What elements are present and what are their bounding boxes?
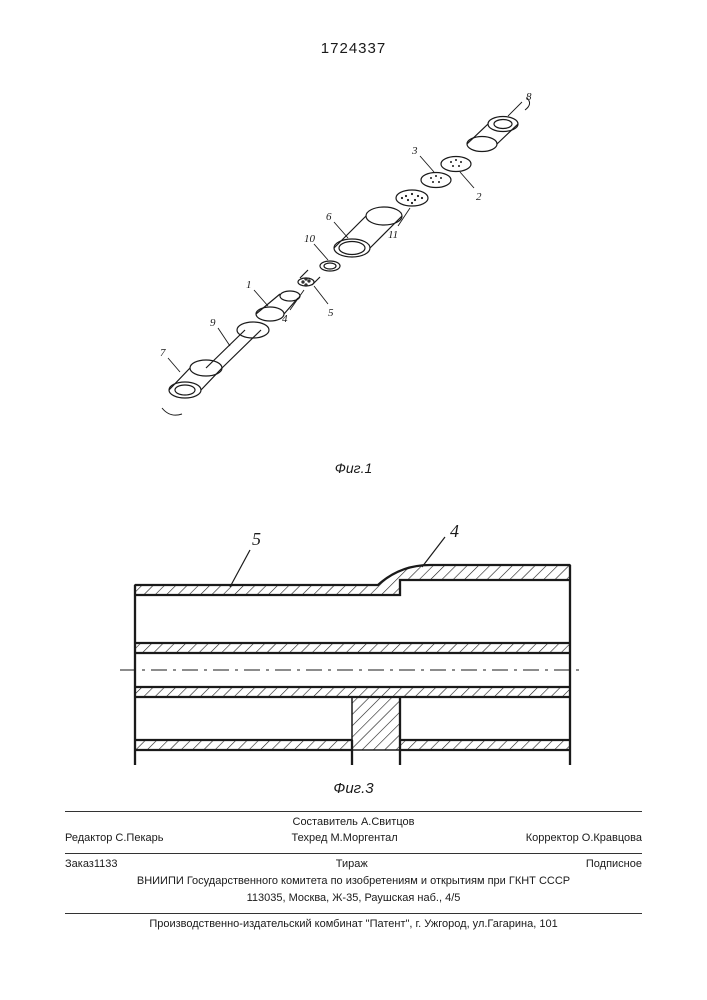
techred-label: Техред <box>292 832 328 844</box>
org-line: ВНИИПИ Государственного комитета по изоб… <box>65 874 642 890</box>
address2: Производственно-издательский комбинат "П… <box>65 917 642 933</box>
svg-text:4: 4 <box>282 313 288 325</box>
fig3-callout-5: 5 <box>252 529 261 549</box>
footer: Составитель А.Свитцов Редактор С.Пекарь … <box>65 805 642 933</box>
corrector-name: О.Кравцова <box>582 832 642 844</box>
techred-name: М.Моргентал <box>331 832 398 844</box>
svg-text:10: 10 <box>304 233 316 245</box>
tirage-label: Тираж <box>336 858 368 870</box>
svg-text:2: 2 <box>476 191 482 203</box>
editor-label: Редактор <box>65 832 112 844</box>
svg-text:11: 11 <box>388 229 398 241</box>
svg-text:6: 6 <box>326 211 332 223</box>
editor-name: С.Пекарь <box>115 832 163 844</box>
svg-text:5: 5 <box>328 307 334 319</box>
svg-text:8: 8 <box>526 91 532 103</box>
svg-text:1: 1 <box>246 279 252 291</box>
corrector-label: Корректор <box>526 832 579 844</box>
svg-text:3: 3 <box>411 145 418 157</box>
svg-text:9: 9 <box>210 317 216 329</box>
svg-text:7: 7 <box>160 347 166 359</box>
order-label: Заказ <box>65 858 94 870</box>
figure1-label: Фиг.1 <box>335 460 373 476</box>
page-number: 1724337 <box>321 40 386 57</box>
compiler-label: Составитель <box>293 816 358 828</box>
address1: 113035, Москва, Ж-35, Раушская наб., 4/5 <box>65 891 642 907</box>
fig3-callout-4: 4 <box>450 525 459 541</box>
figure3-label: Фиг.3 <box>333 780 373 797</box>
figure1: 7 9 1 4 5 10 6 11 3 2 8 <box>130 90 570 440</box>
subscription: Подписное <box>586 857 642 873</box>
figure3: 5 4 <box>100 525 600 775</box>
compiler-name: А.Свитцов <box>361 816 415 828</box>
order-number: 1133 <box>94 858 118 870</box>
